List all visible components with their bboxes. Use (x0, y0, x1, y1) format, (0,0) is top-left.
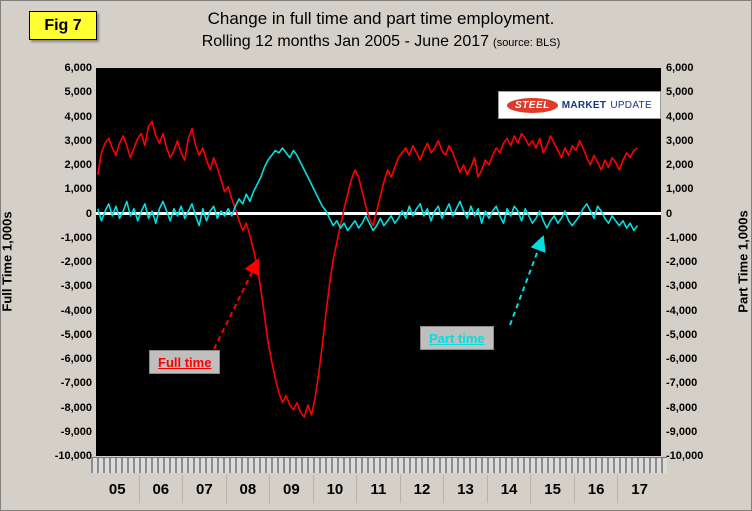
year-label-07: 07 (182, 475, 226, 503)
right-y-tick-label: -9,000 (666, 426, 698, 438)
plot-area (96, 68, 661, 456)
left-y-tick-label: 1,000 (64, 183, 92, 195)
right-y-tick-label: 0 (666, 208, 673, 220)
right-axis-title: Part Time 1,000s (735, 210, 751, 313)
year-label-17: 17 (617, 475, 661, 503)
chart-title: Change in full time and part time employ… (111, 9, 651, 51)
full-time-series-line (97, 120, 638, 419)
left-y-tick-label: -2,000 (60, 256, 92, 268)
full-time-callout: Full time (149, 350, 221, 374)
steel-market-update-logo: STEEL MARKET UPDATE (498, 91, 661, 119)
source-note: (source: BLS) (493, 37, 561, 49)
left-y-tick-label: -3,000 (60, 280, 92, 292)
left-y-tick-label: 0 (85, 208, 92, 220)
year-label-08: 08 (225, 475, 270, 503)
left-y-tick-label: 3,000 (64, 135, 92, 147)
right-y-tick-label: -4,000 (666, 305, 698, 317)
left-y-tick-label: -4,000 (60, 305, 92, 317)
year-label-09: 09 (269, 475, 313, 503)
right-y-tick-label: 5,000 (666, 86, 694, 98)
year-label-06: 06 (138, 475, 183, 503)
left-y-tick-label: -5,000 (60, 329, 92, 341)
right-y-tick-label: -6,000 (666, 353, 698, 365)
year-label-05: 05 (108, 480, 126, 498)
left-y-tick-label: -1,000 (60, 232, 92, 244)
chart-title-line2: Rolling 12 months Jan 2005 - June 2017 (s… (111, 33, 651, 51)
right-y-tick-label: -8,000 (666, 402, 698, 414)
chart-canvas (96, 120, 661, 419)
right-y-tick-label: 1,000 (666, 183, 694, 195)
left-y-tick-label: 6,000 (64, 62, 92, 74)
logo-market-text: MARKET (561, 99, 607, 111)
right-y-tick-label: 4,000 (666, 111, 694, 123)
part-time-callout: Part time (420, 326, 494, 350)
x-axis-year-labels: 05 06 07 08 09 10 11 12 13 14 15 16 17 (96, 475, 661, 503)
right-y-tick-label: -1,000 (666, 232, 698, 244)
right-y-tick-label: -5,000 (666, 329, 698, 341)
left-y-tick-label: 4,000 (64, 111, 92, 123)
right-y-tick-label: -3,000 (666, 280, 698, 292)
right-y-tick-label: 2,000 (666, 159, 694, 171)
chart-subtitle: Rolling 12 months Jan 2005 - June 2017 (201, 33, 490, 50)
logo-steel-swoosh: STEEL (507, 97, 558, 113)
left-y-tick-label: 5,000 (64, 86, 92, 98)
chart-title-line1: Change in full time and part time employ… (207, 9, 555, 28)
right-y-tick-label: -2,000 (666, 256, 698, 268)
year-label-16: 16 (573, 475, 618, 503)
year-label-11: 11 (356, 475, 400, 503)
year-label-12: 12 (399, 475, 444, 503)
year-label-14: 14 (486, 475, 531, 503)
right-y-tick-label: 6,000 (666, 62, 694, 74)
left-y-tick-label: -9,000 (60, 426, 92, 438)
year-label-15: 15 (530, 475, 574, 503)
right-y-tick-label: -7,000 (666, 377, 698, 389)
left-axis-title: Full Time 1,000s (0, 211, 15, 312)
right-y-tick-label: 3,000 (666, 135, 694, 147)
left-y-tick-label: -7,000 (60, 377, 92, 389)
left-y-tick-label: -10,000 (54, 450, 92, 462)
left-y-tick-label: -6,000 (60, 353, 92, 365)
logo-update-text: UPDATE (610, 99, 652, 111)
left-y-tick-label: -8,000 (60, 402, 92, 414)
year-label-13: 13 (443, 475, 487, 503)
left-y-tick-label: 2,000 (64, 159, 92, 171)
right-y-tick-label: -10,000 (666, 450, 704, 462)
part-time-series-line (97, 147, 639, 232)
x-axis-tick-strip (91, 457, 667, 473)
year-label-10: 10 (312, 475, 357, 503)
figure-number-badge: Fig 7 (29, 11, 97, 40)
